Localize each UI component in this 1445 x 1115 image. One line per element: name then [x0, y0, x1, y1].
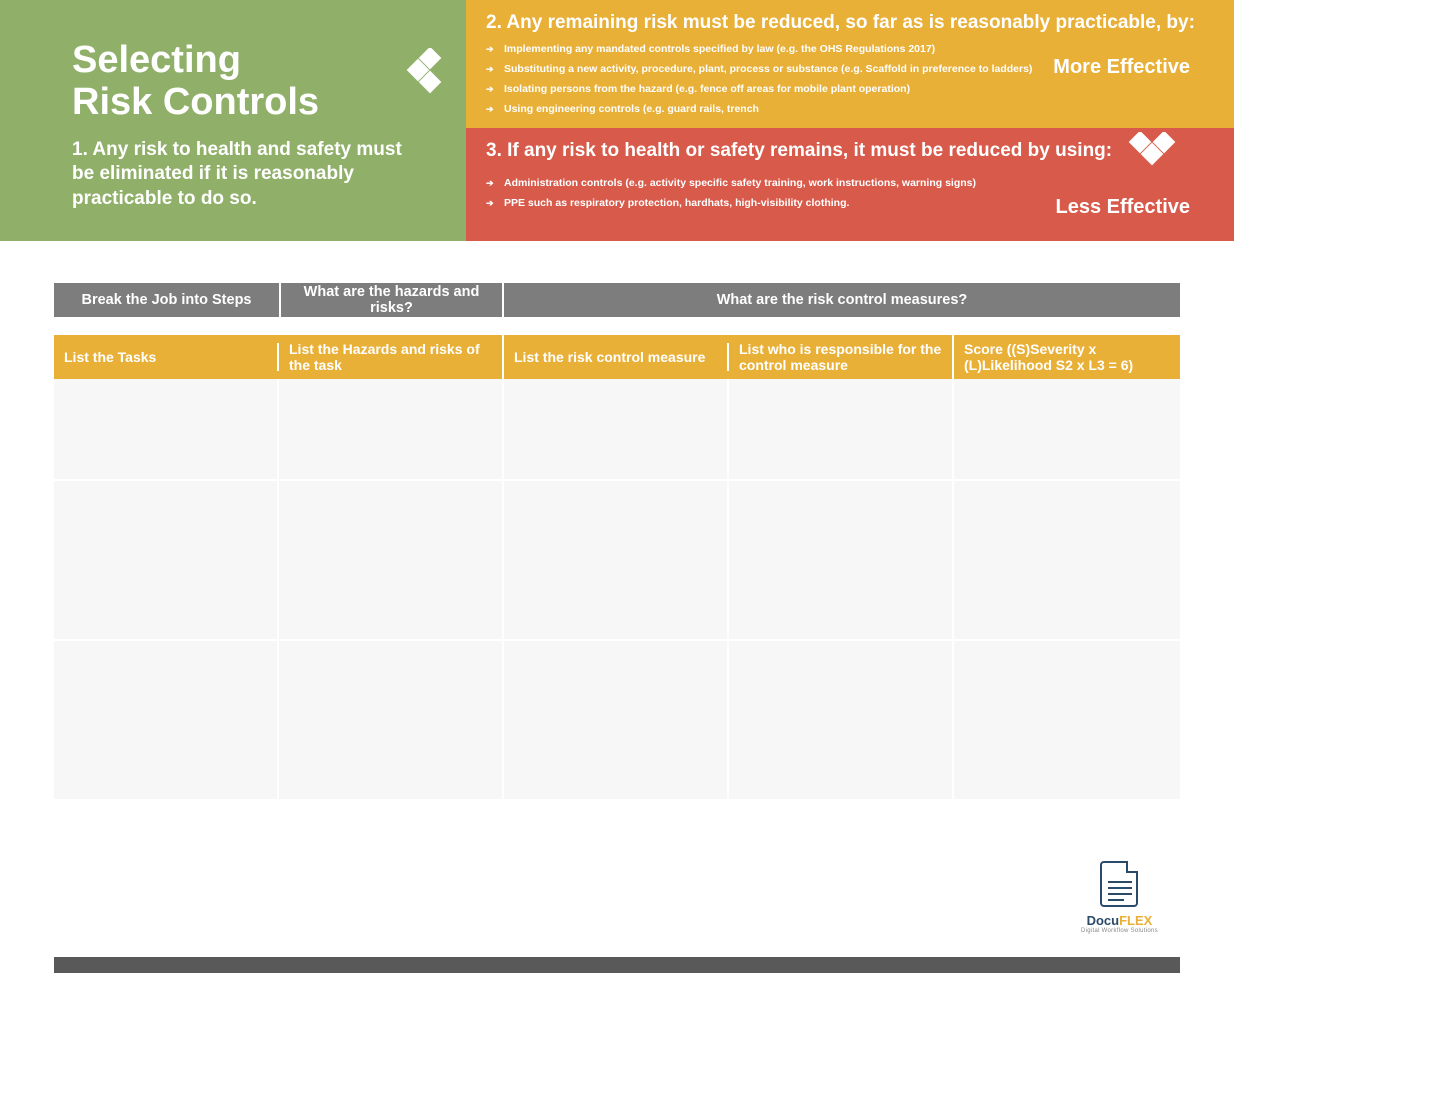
brand-name-b: FLEX: [1119, 913, 1152, 928]
spacer: [54, 317, 1180, 335]
page-title: Selecting Risk Controls: [72, 40, 426, 124]
diamond-icon: [400, 48, 450, 108]
cell-control[interactable]: [504, 379, 729, 479]
cell-tasks[interactable]: [54, 481, 279, 639]
column-header: List the Hazards and risks of the task: [279, 335, 504, 379]
cell-responsible[interactable]: [729, 481, 954, 639]
column-header: List the Tasks: [54, 343, 279, 371]
cell-responsible[interactable]: [729, 379, 954, 479]
category-header-row: Break the Job into Steps What are the ha…: [54, 283, 1180, 317]
step2-list: Implementing any mandated controls speci…: [486, 40, 1214, 120]
column-header-row: List the Tasks List the Hazards and risk…: [54, 335, 1180, 379]
step2-title: 2. Any remaining risk must be reduced, s…: [486, 12, 1214, 34]
title-line1: Selecting: [72, 39, 241, 81]
banner-step3-panel: 3. If any risk to health or safety remai…: [466, 128, 1234, 241]
step1-text: 1. Any risk to health and safety must be…: [72, 138, 426, 212]
title-line2: Risk Controls: [72, 81, 319, 123]
cell-hazards[interactable]: [279, 481, 504, 639]
table-row[interactable]: [54, 481, 1180, 641]
brand-logo: DocuFLEX Digital Workflow Solutions: [1081, 861, 1158, 934]
footer-bar: [54, 957, 1180, 973]
step3-item: Administration controls (e.g. activity s…: [486, 174, 1214, 194]
cell-tasks[interactable]: [54, 379, 279, 479]
less-effective-label: Less Effective: [1055, 196, 1190, 219]
cell-control[interactable]: [504, 481, 729, 639]
table-row[interactable]: [54, 641, 1180, 801]
worksheet-area: Break the Job into Steps What are the ha…: [0, 241, 1234, 801]
cell-score[interactable]: [954, 379, 1180, 479]
footer: DocuFLEX Digital Workflow Solutions: [0, 801, 1234, 957]
cell-score[interactable]: [954, 641, 1180, 799]
banner-right: 2. Any remaining risk must be reduced, s…: [466, 0, 1234, 241]
cell-hazards[interactable]: [279, 379, 504, 479]
document-icon: [1100, 861, 1138, 907]
cell-score[interactable]: [954, 481, 1180, 639]
banner-step2-panel: 2. Any remaining risk must be reduced, s…: [466, 0, 1234, 128]
brand-name: DocuFLEX: [1081, 913, 1158, 928]
column-header: List who is responsible for the control …: [729, 335, 954, 379]
step2-item: Isolating persons from the hazard (e.g. …: [486, 80, 1214, 100]
table-row[interactable]: [54, 379, 1180, 481]
category-header: What are the hazards and risks?: [279, 283, 504, 317]
brand-tagline: Digital Workflow Solutions: [1081, 928, 1158, 934]
cell-responsible[interactable]: [729, 641, 954, 799]
more-effective-label: More Effective: [1053, 56, 1190, 79]
category-header: Break the Job into Steps: [54, 292, 279, 308]
brand-name-a: Docu: [1087, 913, 1120, 928]
hierarchy-banner: Selecting Risk Controls 1. Any risk to h…: [0, 0, 1234, 241]
column-header: List the risk control measure: [504, 343, 729, 371]
cell-hazards[interactable]: [279, 641, 504, 799]
cell-tasks[interactable]: [54, 641, 279, 799]
category-header: What are the risk control measures?: [504, 292, 1180, 308]
cell-control[interactable]: [504, 641, 729, 799]
column-header: Score ((S)Severity x (L)Likelihood S2 x …: [954, 335, 1180, 379]
banner-step1-panel: Selecting Risk Controls 1. Any risk to h…: [0, 0, 466, 241]
step2-item: Using engineering controls (e.g. guard r…: [486, 100, 1214, 120]
step3-title: 3. If any risk to health or safety remai…: [486, 140, 1214, 162]
